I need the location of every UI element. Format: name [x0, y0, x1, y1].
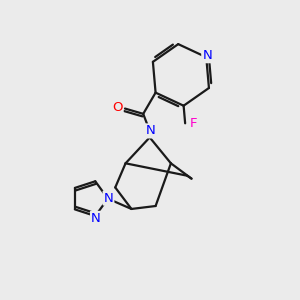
Text: N: N	[146, 124, 155, 137]
Text: N: N	[202, 49, 212, 62]
Text: N: N	[103, 192, 113, 205]
Text: F: F	[190, 117, 197, 130]
Text: N: N	[91, 212, 101, 225]
Text: O: O	[112, 101, 123, 114]
